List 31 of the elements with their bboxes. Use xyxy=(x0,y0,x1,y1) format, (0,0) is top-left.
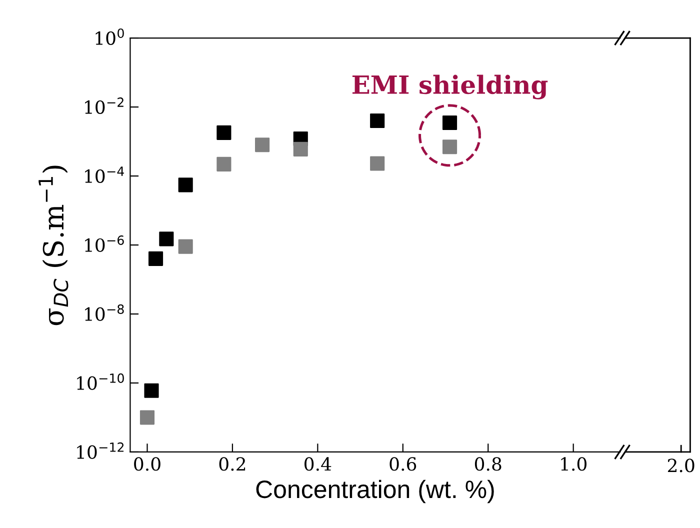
point xyxy=(178,178,193,192)
x-tick-label: 0.4 xyxy=(304,457,332,471)
text: 2.0 xyxy=(668,458,694,472)
point xyxy=(442,115,458,130)
point xyxy=(140,410,155,425)
y-tick-label: 10$^{−4}$ xyxy=(85,166,124,183)
point xyxy=(370,156,385,171)
point xyxy=(148,251,164,266)
x-axis-title: Concentration (wt. %) xyxy=(256,480,494,504)
point xyxy=(293,142,308,156)
y-tick-label: 10$^{−12}$ xyxy=(77,442,124,459)
point xyxy=(159,232,174,246)
point xyxy=(216,156,232,172)
point xyxy=(216,125,232,140)
point xyxy=(442,140,458,154)
x-tick-label: 0.2 xyxy=(219,457,246,471)
y-tick-label: 10$^{−8}$ xyxy=(85,304,124,321)
x-tick-label: 0.6 xyxy=(390,457,416,471)
y-tick-label: 10$^{−2}$ xyxy=(85,97,124,114)
point xyxy=(144,383,159,398)
y-tick-label: 10$^{−6}$ xyxy=(85,235,124,252)
x-tick-label: 0.0 xyxy=(134,457,160,471)
point xyxy=(255,138,270,152)
point xyxy=(370,113,385,128)
x-tick-label: 0.8 xyxy=(474,457,502,471)
x-tick-label: 1.0 xyxy=(561,457,586,471)
y-tick-label: 10$^{−10}$ xyxy=(77,373,124,390)
y-axis-title: σ$_{DC}$ (S.m$^{−1}$) xyxy=(38,166,68,326)
y-tick-label: 10$^{0}$ xyxy=(96,28,124,45)
point xyxy=(178,239,193,254)
annotation: EMI shielding xyxy=(352,74,548,100)
